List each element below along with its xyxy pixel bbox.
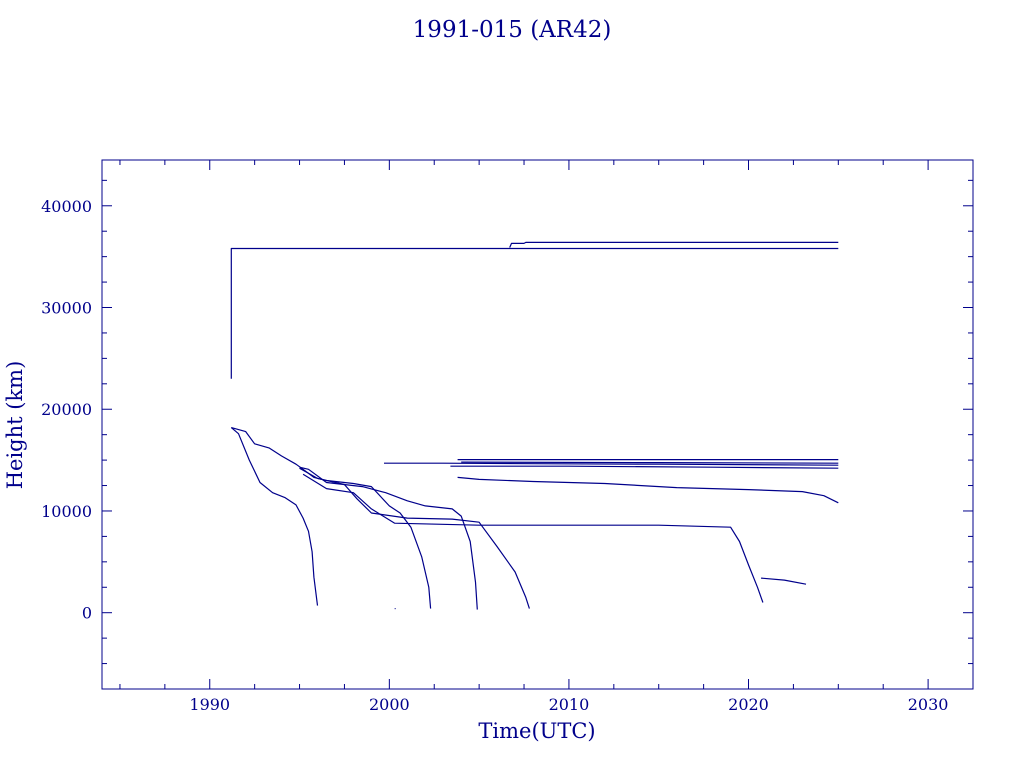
x-tick-label: 2000 xyxy=(369,695,410,714)
series-line xyxy=(761,577,807,585)
x-tick-label: 1990 xyxy=(189,695,230,714)
x-axis-label: Time(UTC) xyxy=(478,719,595,743)
plot-frame xyxy=(101,159,974,690)
series-layer xyxy=(230,241,839,610)
y-tick-label: 10000 xyxy=(41,502,92,521)
series-line xyxy=(231,427,432,609)
series-line xyxy=(450,465,839,469)
y-tick-label: 0 xyxy=(82,604,92,623)
series-line xyxy=(302,473,764,603)
y-axis-label: Height (km) xyxy=(3,361,27,490)
x-tick-label: 2020 xyxy=(728,695,769,714)
tick-labels: 1990 2000 2010 2020 2030 0 10000 20000 30000 4000… xyxy=(41,197,948,714)
series-line xyxy=(299,467,530,609)
series-line xyxy=(509,241,839,248)
x-tick-label: 2030 xyxy=(908,695,949,714)
y-tick-label: 40000 xyxy=(41,197,92,216)
y-tick-label: 30000 xyxy=(41,299,92,318)
series-line xyxy=(230,427,319,606)
series-line xyxy=(230,247,839,379)
series-line xyxy=(457,476,839,504)
series-line xyxy=(384,462,839,466)
x-tick-label: 2010 xyxy=(549,695,590,714)
y-tick-label: 20000 xyxy=(41,400,92,419)
series-line xyxy=(461,461,839,464)
chart-title: 1991-015 (AR42) xyxy=(413,17,612,43)
axis-ticks xyxy=(102,160,974,689)
